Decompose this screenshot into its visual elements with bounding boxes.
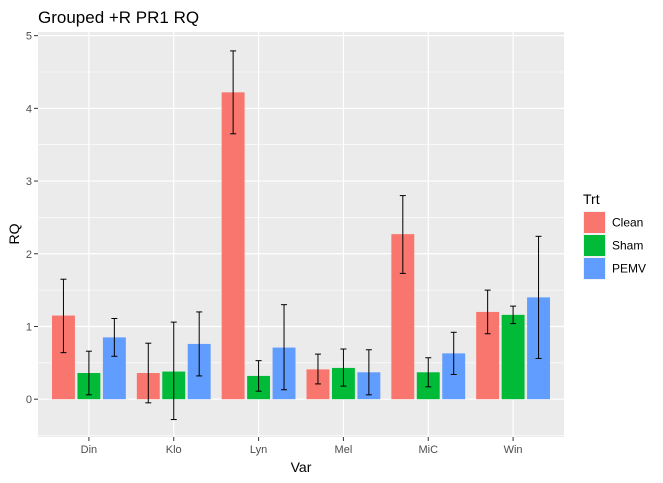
bar-clean-mic [391, 234, 415, 400]
chart-title: Grouped +R PR1 RQ [38, 8, 199, 27]
legend-label-pemv: PEMV [612, 262, 646, 276]
x-tick-label: MiC [418, 444, 438, 456]
bar-clean-win [476, 311, 500, 400]
bar-sham-win [501, 314, 525, 400]
legend-swatch-pemv [584, 258, 605, 279]
legend-title: Trt [583, 191, 600, 207]
bar-clean-lyn [221, 92, 245, 400]
y-axis-title: RQ [6, 223, 22, 244]
legend-swatch-clean [584, 212, 605, 233]
x-axis: Din Klo Lyn Mel MiC Win [81, 437, 523, 456]
y-tick-label: 2 [26, 249, 32, 261]
legend-label-clean: Clean [612, 216, 643, 230]
x-axis-title: Var [291, 459, 312, 475]
legend: Trt Clean Sham PEMV [583, 191, 646, 280]
bars [51, 92, 551, 400]
x-tick-label: Mel [335, 444, 353, 456]
y-tick-label: 4 [26, 103, 32, 115]
x-tick-label: Klo [166, 444, 182, 456]
y-tick-label: 0 [26, 394, 32, 406]
y-tick-label: 1 [26, 321, 32, 333]
legend-swatch-sham [584, 235, 605, 256]
bar-pemv-mic [442, 353, 466, 400]
bar-pemv-din [102, 337, 126, 400]
legend-label-sham: Sham [612, 239, 643, 253]
x-tick-label: Win [504, 444, 523, 456]
x-tick-label: Din [81, 444, 98, 456]
y-tick-label: 5 [26, 31, 32, 43]
error-bars [60, 50, 542, 421]
y-axis: 0 1 2 3 4 5 [26, 31, 38, 406]
bar-clean-din [51, 315, 75, 400]
y-tick-label: 3 [26, 176, 32, 188]
x-tick-label: Lyn [250, 444, 267, 456]
